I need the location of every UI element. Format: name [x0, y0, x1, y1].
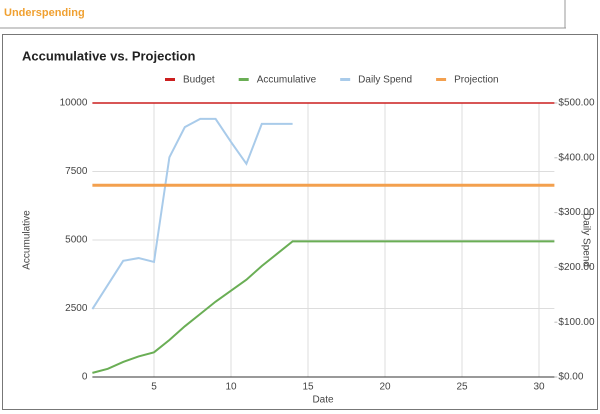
- legend-label: Budget: [183, 75, 215, 86]
- x-tick-label: 10: [225, 382, 237, 393]
- series-line: [91, 117, 293, 310]
- x-tick-label: 30: [533, 382, 545, 393]
- y-tick-label: 0: [82, 372, 88, 383]
- legend-label: Daily Spend: [358, 75, 412, 86]
- x-axis-title: Date: [312, 395, 334, 406]
- legend-label: Projection: [454, 75, 498, 86]
- chart-panel: [2, 34, 598, 410]
- y-tick-label: 10000: [60, 98, 88, 109]
- y-tick-label: 7500: [65, 166, 88, 177]
- x-tick-label: 15: [302, 382, 314, 393]
- x-tick-label: 20: [379, 382, 391, 393]
- x-tick-label: 5: [151, 382, 157, 393]
- y2-tick-label: $500.00: [558, 98, 595, 109]
- y2-tick-label: $400.00: [558, 152, 595, 163]
- y-tick-label: 5000: [65, 235, 88, 246]
- series-line: [92, 240, 555, 374]
- y2-axis-title: Daily Spend: [580, 213, 591, 267]
- legend-swatch: [436, 78, 447, 81]
- chart-title: Accumulative vs. Projection: [22, 48, 195, 63]
- y-tick-label: 2500: [65, 303, 88, 314]
- legend-swatch: [238, 78, 249, 81]
- legend-swatch: [165, 78, 175, 81]
- legend-label: Accumulative: [257, 75, 317, 86]
- x-tick-label: 25: [456, 382, 468, 393]
- legend-swatch: [340, 78, 351, 81]
- y2-tick-label: $0.00: [558, 372, 583, 383]
- y-axis-title: Accumulative: [22, 210, 33, 270]
- y2-tick-label: $300.00: [558, 207, 595, 218]
- y2-tick-label: $100.00: [558, 317, 595, 328]
- y2-tick-label: $200.00: [558, 262, 595, 273]
- header-title: Underspending: [4, 7, 85, 19]
